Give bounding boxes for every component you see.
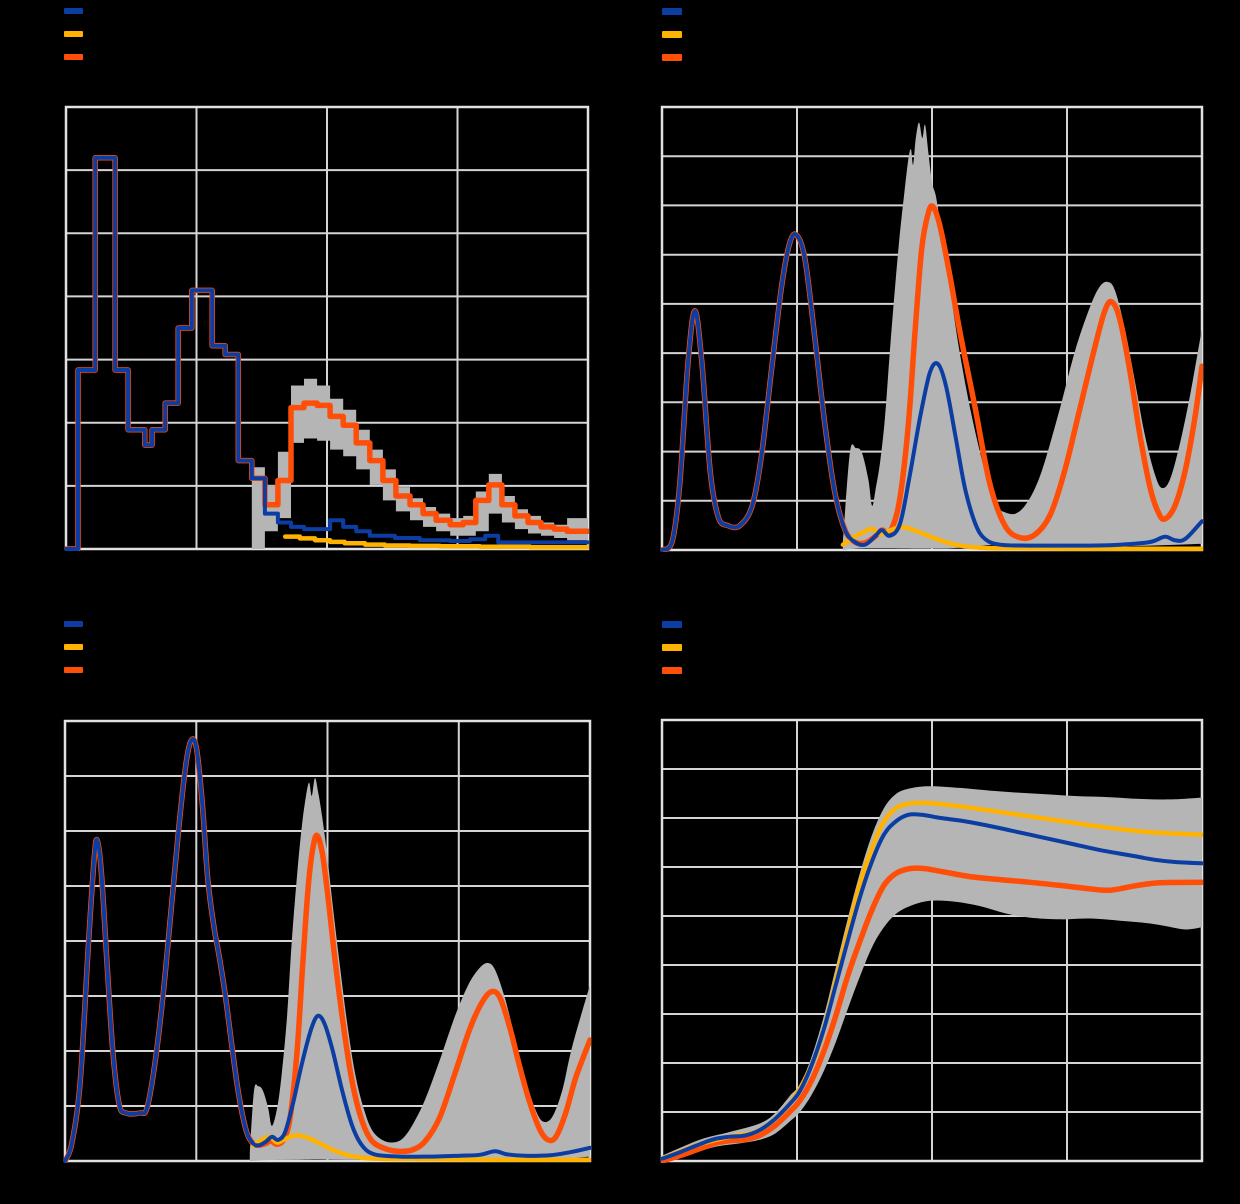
legend-top-right — [662, 8, 682, 61]
legend-swatch-yellow — [662, 644, 682, 651]
legend-swatch-blue — [662, 8, 682, 15]
blue-step — [65, 155, 589, 551]
plot-border — [63, 719, 592, 1163]
blue-curve — [661, 232, 1203, 552]
legend-top-left — [64, 8, 83, 60]
blue-curve — [661, 812, 1203, 1161]
gridlines — [662, 720, 1202, 1161]
chart-top-left-step-histogram — [64, 105, 590, 551]
plot-border — [64, 105, 590, 551]
legend-swatch-orange — [64, 667, 83, 673]
chart-top-right-curves — [660, 105, 1204, 552]
legend-bottom-right — [662, 621, 682, 674]
legend-swatch-blue — [64, 621, 83, 627]
uncertainty-band — [842, 122, 1202, 550]
legend-swatch-blue — [64, 8, 83, 14]
legend-swatch-orange — [662, 54, 682, 61]
legend-swatch-yellow — [662, 31, 682, 38]
legend-swatch-orange — [64, 54, 83, 60]
gridlines — [66, 107, 588, 549]
uncertainty-band — [662, 786, 1202, 1161]
plot-border — [660, 718, 1204, 1163]
yellow-curve — [840, 524, 1203, 551]
orange-curve — [661, 865, 1203, 1163]
chart-bottom-left-curves — [63, 719, 592, 1163]
legend-swatch-orange — [662, 667, 682, 674]
chart-bottom-right-cumulative — [660, 718, 1204, 1163]
yellow-step — [282, 534, 589, 550]
legend-bottom-left — [64, 621, 83, 673]
legend-swatch-yellow — [64, 644, 83, 650]
blue-curve — [64, 737, 591, 1163]
legend-swatch-yellow — [64, 31, 83, 37]
legend-swatch-blue — [662, 621, 682, 628]
